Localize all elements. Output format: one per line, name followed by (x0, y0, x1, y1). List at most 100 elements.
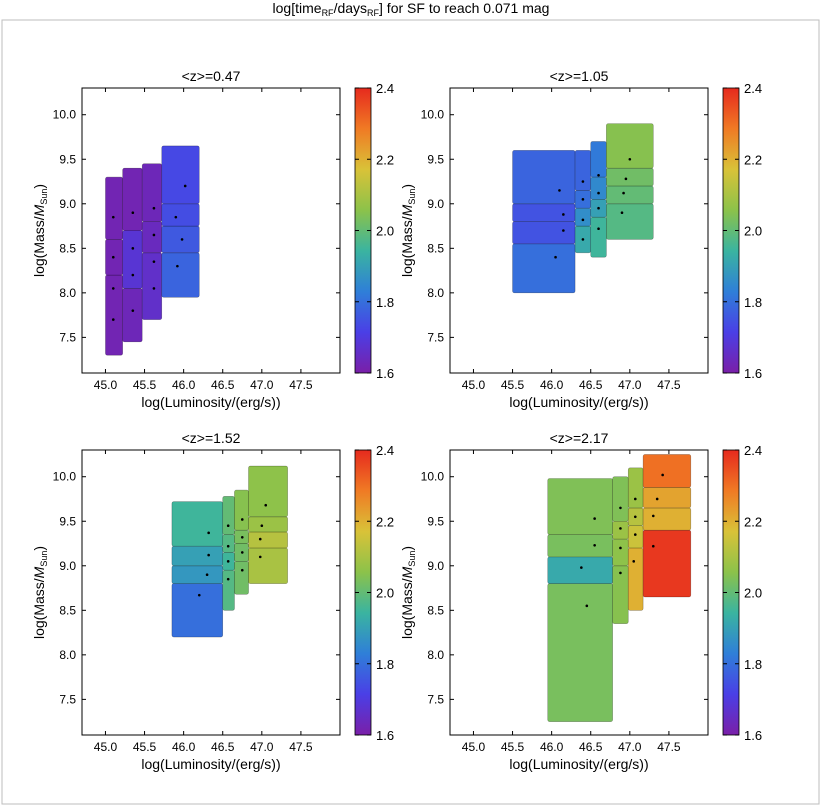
y-axis-label: log(Mass/MSun) (399, 184, 417, 277)
heatmap-cell (606, 203, 654, 240)
data-point (152, 233, 156, 237)
heatmap-cell (248, 547, 288, 584)
data-point (597, 227, 600, 231)
panel-title: <z>=1.05 (550, 68, 609, 84)
data-point (131, 273, 135, 277)
data-point (651, 514, 655, 518)
heatmap-cell (234, 489, 249, 531)
data-point (622, 191, 625, 195)
data-point (619, 527, 622, 530)
heatmap-cell (612, 520, 629, 540)
colorbar-tick-label: 2.0 (744, 224, 762, 239)
data-point (226, 524, 230, 528)
x-tick-label: 47.5 (289, 378, 313, 392)
x-tick-label: 45.0 (462, 378, 486, 392)
data-point (580, 566, 583, 569)
y-tick-label: 9.0 (427, 197, 444, 211)
data-point (111, 255, 115, 259)
data-point (620, 211, 624, 214)
y-tick-label: 7.5 (59, 692, 76, 706)
data-point (597, 191, 600, 195)
panel-1: <z>=0.47 45.0 45.5 46.0 46.5 47.0 47.5 7.5 8.0 8.… (31, 68, 394, 410)
data-point (651, 544, 655, 548)
data-point (131, 247, 135, 250)
heatmap-cell (248, 516, 288, 533)
heatmap-cell (627, 547, 644, 611)
heatmap-cell (606, 123, 654, 169)
data-point (581, 198, 585, 201)
x-tick-label: 46.0 (540, 378, 564, 392)
data-point (632, 560, 636, 563)
figure-title: log[timeRF/daysRF] for SF to reach 0.071… (273, 0, 550, 18)
x-tick-label: 46.0 (172, 378, 196, 392)
x-axis-label: log(Luminosity/(erg/s)) (141, 756, 280, 772)
heatmap-cell (171, 583, 224, 638)
y-axis-label: log(Mass/MSun) (31, 546, 49, 639)
data-point (264, 503, 268, 507)
x-tick-label: 45.0 (94, 740, 118, 754)
x-tick-label: 47.0 (250, 740, 274, 754)
data-point (152, 260, 156, 263)
colorbar-tick-label: 2.4 (376, 443, 394, 458)
heatmap-cell (171, 545, 224, 567)
x-tick-label: 46.5 (211, 378, 235, 392)
heatmap-cell (512, 150, 576, 205)
y-tick-label: 8.5 (59, 603, 76, 617)
data-point (207, 553, 210, 557)
heatmap-cell (222, 496, 235, 535)
heatmap-cell (222, 534, 235, 553)
x-tick-label: 47.5 (657, 740, 681, 754)
heatmap-cell (122, 230, 143, 289)
data-point (207, 531, 210, 535)
heatmap-cell (642, 507, 692, 531)
y-axis-label: log(Mass/MSun) (31, 184, 49, 277)
heatmap-cell (161, 252, 200, 298)
colorbar-tick-label: 2.2 (376, 152, 394, 167)
x-tick-label: 45.0 (462, 740, 486, 754)
figure-border (1, 19, 820, 805)
y-tick-label: 8.0 (427, 286, 444, 300)
heatmap-cell (122, 167, 143, 231)
heatmap-cell (590, 141, 607, 178)
data-point (619, 506, 622, 510)
data-point (581, 218, 585, 222)
data-point (111, 287, 115, 290)
colorbar-tick-label: 1.8 (744, 295, 762, 310)
data-point (562, 213, 565, 216)
y-tick-label: 7.5 (427, 330, 444, 344)
heatmap-cell (248, 531, 288, 549)
data-point (197, 593, 201, 597)
heatmap-cell (141, 252, 163, 320)
heatmap-cell (141, 221, 163, 254)
data-point (624, 177, 628, 181)
heatmap-cell (627, 467, 644, 509)
x-axis-label: log(Luminosity/(erg/s)) (141, 394, 280, 410)
y-tick-label: 10.0 (421, 108, 445, 122)
data-point (152, 206, 156, 210)
heatmap-cell (222, 569, 235, 611)
heatmap-cell (171, 501, 224, 547)
y-tick-label: 10.0 (53, 470, 77, 484)
data-point (581, 238, 585, 241)
heatmap-cell (574, 207, 592, 227)
heatmap-cell (141, 163, 163, 222)
y-tick-label: 7.5 (427, 692, 444, 706)
data-point (581, 180, 585, 183)
heatmap-cell (547, 534, 613, 558)
data-point (619, 571, 622, 575)
colorbar-tick-label: 2.2 (376, 514, 394, 529)
y-tick-label: 9.5 (59, 152, 76, 166)
heatmap-cell (248, 465, 288, 518)
panel-title: <z>=1.52 (182, 430, 241, 446)
data-point (111, 318, 115, 321)
data-point (240, 535, 244, 539)
data-point (183, 184, 187, 188)
x-tick-label: 47.5 (657, 378, 681, 392)
heatmap-cell (122, 288, 143, 343)
x-tick-label: 46.0 (172, 740, 196, 754)
data-point (152, 287, 156, 290)
heatmap-cell (606, 185, 654, 205)
y-tick-label: 9.0 (59, 197, 76, 211)
colorbar-tick-label: 2.2 (744, 152, 762, 167)
heatmap-cell (590, 216, 607, 258)
